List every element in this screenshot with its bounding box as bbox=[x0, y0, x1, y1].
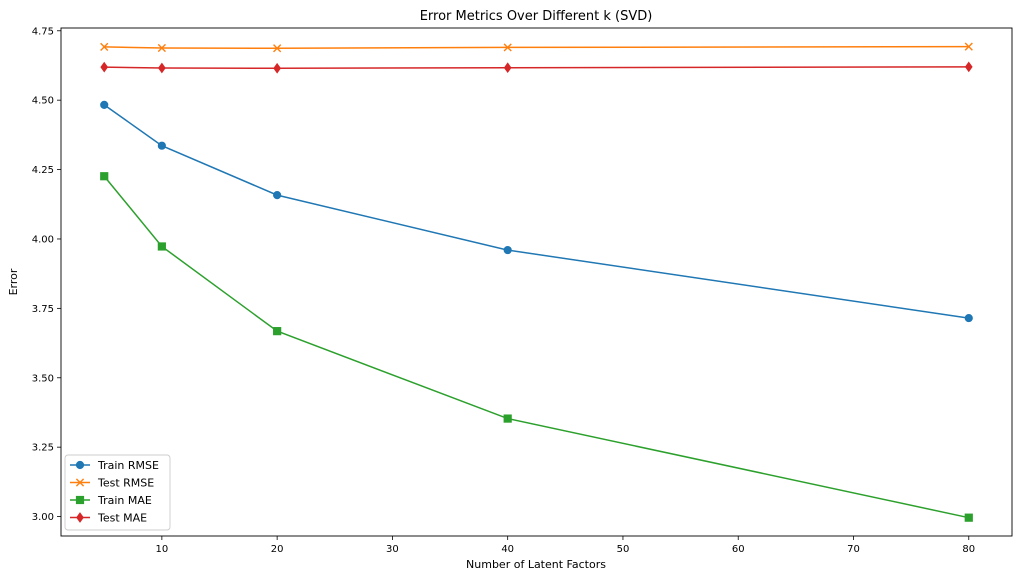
legend-label: Test RMSE bbox=[97, 477, 154, 490]
legend: Train RMSE Test RMSE Train MAE Test MAE bbox=[64, 454, 171, 531]
data-point-test-mae bbox=[964, 61, 973, 73]
y-tick-label: 4.00 bbox=[32, 234, 54, 245]
data-point-train-mae bbox=[273, 327, 282, 336]
data-point-train-mae bbox=[503, 414, 512, 423]
y-tick-label: 3.25 bbox=[32, 443, 54, 454]
data-point-train-rmse bbox=[503, 245, 512, 255]
data-point-test-rmse bbox=[273, 44, 282, 53]
data-point-train-rmse bbox=[100, 100, 109, 109]
legend-entry-train-mae: Train MAE bbox=[70, 494, 152, 507]
x-tick-label: 80 bbox=[962, 544, 975, 555]
data-point-test-rmse bbox=[503, 43, 512, 52]
data-point-train-mae bbox=[100, 172, 109, 181]
y-tick-label: 4.50 bbox=[32, 96, 54, 107]
data-point-test-mae bbox=[503, 62, 512, 74]
data-point-test-rmse bbox=[100, 42, 109, 51]
y-tick-label: 4.25 bbox=[32, 165, 54, 176]
series-test-mae bbox=[100, 61, 973, 74]
series-line-train-mae bbox=[103, 175, 969, 519]
data-point-test-mae bbox=[100, 61, 109, 73]
series-line-test-mae bbox=[104, 66, 969, 70]
legend-marker bbox=[76, 512, 84, 523]
series-line-test-rmse bbox=[104, 45, 969, 50]
x-tick-label: 20 bbox=[271, 544, 284, 555]
data-point-train-mae bbox=[157, 242, 166, 251]
legend-entry-test-rmse: Test RMSE bbox=[70, 477, 154, 490]
series-line-train-rmse bbox=[103, 104, 969, 319]
y-tick-label: 3.75 bbox=[32, 304, 54, 315]
data-point-train-rmse bbox=[157, 141, 166, 150]
data-point-test-rmse bbox=[964, 42, 973, 51]
x-tick-label: 40 bbox=[501, 544, 514, 555]
series-test-rmse bbox=[100, 42, 973, 53]
series-train-mae bbox=[100, 172, 973, 522]
data-point-train-mae bbox=[964, 513, 973, 522]
legend-label: Train MAE bbox=[97, 494, 152, 507]
series-layer bbox=[100, 42, 973, 522]
x-tick-label: 50 bbox=[617, 544, 630, 555]
data-point-test-rmse bbox=[157, 43, 166, 53]
x-axis-ticks: 10 20 30 40 50 60 70 80 bbox=[155, 536, 975, 555]
legend-marker bbox=[75, 478, 85, 487]
x-tick-label: 10 bbox=[155, 544, 168, 555]
x-tick-label: 70 bbox=[847, 544, 860, 555]
y-tick-label: 3.00 bbox=[32, 512, 54, 523]
data-point-test-mae bbox=[158, 62, 166, 74]
series-train-rmse bbox=[100, 100, 973, 323]
data-point-train-rmse bbox=[964, 313, 973, 323]
legend-entry-train-rmse: Train RMSE bbox=[70, 459, 159, 472]
y-axis-ticks: 3.00 3.25 3.50 3.75 4.00 4.25 4.50 4.75 bbox=[32, 26, 61, 523]
data-point-test-mae bbox=[273, 62, 281, 74]
x-tick-label: 60 bbox=[732, 544, 745, 555]
x-tick-label: 30 bbox=[386, 544, 399, 555]
data-point-train-rmse bbox=[273, 191, 282, 200]
legend-marker bbox=[75, 495, 85, 505]
y-tick-label: 3.50 bbox=[32, 373, 54, 384]
legend-marker bbox=[75, 460, 85, 470]
x-axis-label: Number of Latent Factors bbox=[466, 558, 606, 571]
legend-label: Test MAE bbox=[97, 512, 147, 525]
y-tick-label: 4.75 bbox=[32, 26, 54, 37]
plot-frame bbox=[60, 27, 1013, 537]
legend-label: Train RMSE bbox=[97, 459, 159, 472]
legend-box bbox=[64, 454, 171, 531]
chart-title: Error Metrics Over Different k (SVD) bbox=[420, 9, 653, 24]
legend-entry-test-mae: Test MAE bbox=[70, 512, 147, 525]
y-axis-label: Error bbox=[7, 268, 20, 295]
